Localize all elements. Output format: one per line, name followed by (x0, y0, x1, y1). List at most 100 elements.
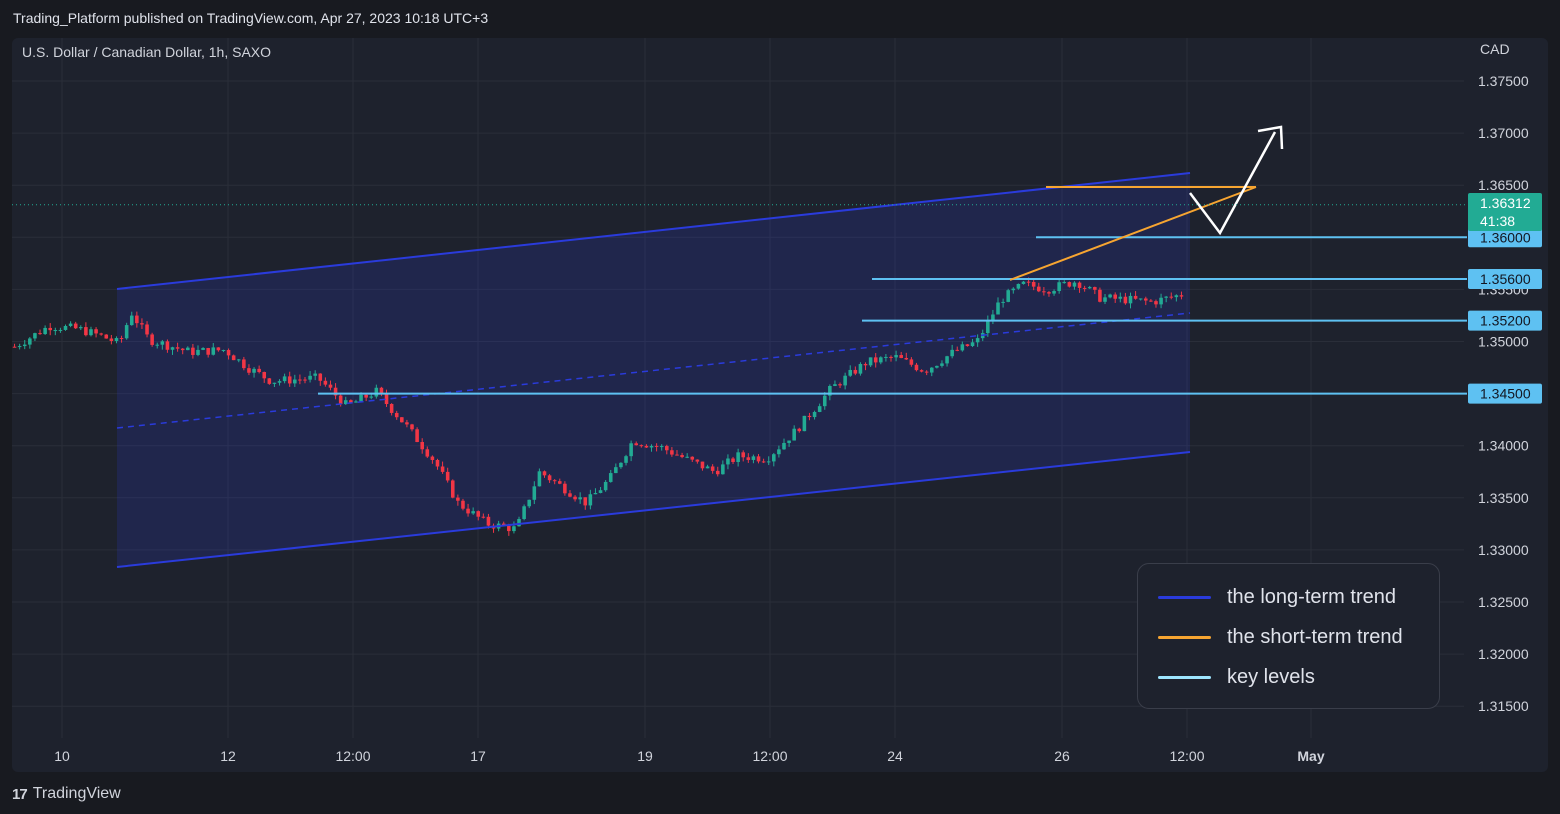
candle-body (73, 323, 78, 329)
candle-body (772, 454, 776, 462)
candle-body (675, 454, 679, 456)
candle-body (135, 315, 139, 324)
candle-body (665, 446, 669, 451)
candle-body (435, 459, 440, 467)
candle-body (634, 443, 639, 446)
key-level-badge-label: 1.35200 (1480, 313, 1531, 329)
candle-body (1149, 300, 1153, 302)
candle-body (293, 379, 297, 384)
candle-body (965, 344, 970, 347)
candle-body (389, 404, 394, 413)
candle-body (277, 381, 282, 383)
key-level-badge (1468, 310, 1542, 331)
candle-body (84, 327, 88, 336)
candle-body (955, 349, 960, 351)
legend-swatch-short-term (1158, 636, 1211, 639)
x-axis-tick-label: 10 (54, 748, 70, 764)
candle-body (950, 349, 954, 357)
short-term-support-line (1009, 186, 1257, 281)
candle-body (267, 378, 272, 384)
candle-body (456, 497, 460, 501)
tradingview-mark-icon: 17 (12, 785, 28, 803)
candle-body (960, 344, 965, 351)
candle-body (557, 481, 562, 484)
candle-body (160, 341, 165, 345)
candle-body (654, 445, 659, 447)
candle-body (1016, 283, 1021, 289)
candle-body (766, 461, 771, 463)
key-level-badge-label: 1.34500 (1480, 386, 1531, 402)
key-level-badge-label: 1.35600 (1480, 271, 1531, 287)
legend-item-long-term: the long-term trend (1158, 586, 1396, 609)
publisher-line: Trading_Platform published on TradingVie… (13, 10, 489, 26)
x-axis-tick-label: 12:00 (752, 748, 787, 764)
candle-body (28, 338, 32, 345)
candle-body (1052, 291, 1056, 294)
candle-body (603, 481, 608, 491)
candle-body (614, 467, 618, 474)
candle-body (323, 380, 328, 385)
y-axis-tick-label: 1.33000 (1478, 542, 1529, 558)
candle-body (858, 363, 863, 374)
candle-body (440, 466, 445, 472)
candle-body (1128, 295, 1133, 304)
candle-body (252, 368, 256, 373)
candle-body (945, 356, 949, 364)
candle-body (1031, 281, 1036, 287)
key-level-badge (1468, 227, 1542, 248)
candle-body (405, 422, 409, 425)
candle-body (359, 394, 363, 402)
key-level-badge-label: 1.36000 (1480, 229, 1531, 245)
x-axis-tick-label: 26 (1054, 748, 1070, 764)
candle-body (38, 333, 42, 335)
candle-body (807, 415, 812, 418)
candle-body (354, 401, 358, 403)
candle-body (272, 382, 277, 384)
candle-body (231, 355, 236, 361)
candle-body (527, 499, 531, 507)
y-axis-tick-label: 1.34000 (1478, 438, 1529, 454)
candle-body (211, 347, 216, 355)
candle-body (873, 357, 878, 363)
candle-body (349, 400, 353, 403)
candle-body (119, 338, 124, 340)
legend-item-short-term: the short-term trend (1158, 626, 1403, 649)
candle-body (583, 497, 588, 506)
candle-body (415, 429, 419, 443)
projection-path (1189, 131, 1277, 236)
candle-body (155, 344, 160, 346)
candle-body (512, 526, 516, 532)
candle-body (731, 458, 735, 463)
candle-body (333, 387, 338, 396)
candle-body (191, 347, 195, 355)
candle-body (1118, 296, 1123, 299)
countdown-value: 41:38 (1480, 213, 1515, 229)
candle-body (986, 320, 990, 334)
candle-body (1154, 301, 1158, 305)
candle-body (904, 357, 909, 360)
candle-body (298, 379, 302, 381)
candle-body (1164, 296, 1168, 298)
candle-body (1108, 294, 1112, 298)
candle-body (532, 486, 537, 500)
candle-body (817, 406, 822, 412)
candle-body (624, 456, 628, 463)
candle-body (48, 327, 53, 331)
candle-body (797, 428, 802, 432)
candle-body (22, 344, 27, 347)
candle-body (914, 364, 919, 371)
candle-body (649, 445, 654, 448)
key-level-badge (1468, 383, 1542, 404)
tradingview-logo[interactable]: 17 TradingView (12, 785, 121, 803)
candle-body (247, 368, 251, 373)
candle-body (369, 396, 374, 398)
candle-body (63, 325, 68, 330)
candle-body (410, 424, 414, 430)
candle-body (343, 400, 348, 405)
candle-body (201, 348, 205, 350)
candle-body (542, 471, 547, 476)
candle-body (242, 359, 246, 369)
candle-body (400, 417, 404, 423)
candle-body (1087, 287, 1092, 289)
